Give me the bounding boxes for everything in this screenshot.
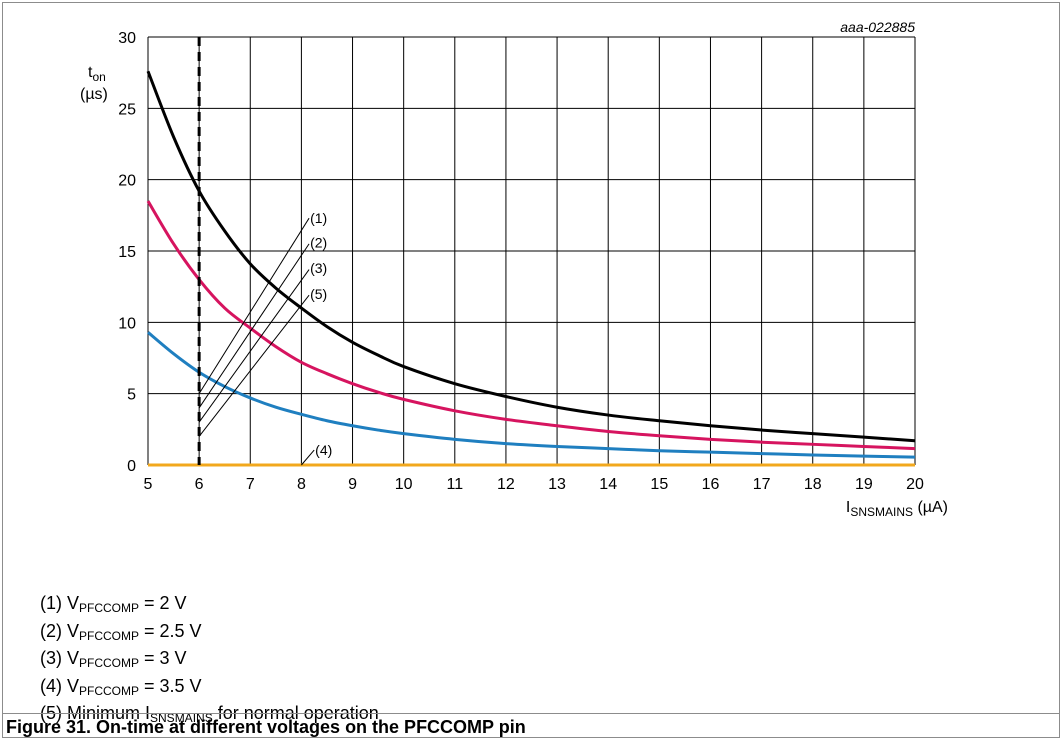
y-axis-label-sub: on bbox=[92, 70, 105, 84]
x-tick-label: 15 bbox=[650, 476, 668, 493]
x-tick-label: 18 bbox=[804, 476, 822, 493]
x-tick-label: 9 bbox=[348, 476, 357, 493]
legend-item-4-text: (4) V bbox=[40, 675, 80, 696]
legend-item-4-sub: PFCCOMP bbox=[79, 683, 140, 698]
x-axis-label-sub: SNSMAINS bbox=[850, 505, 913, 519]
legend-item-2: (2) VPFCCOMP = 2.5 V bbox=[40, 619, 379, 647]
legend: (1) VPFCCOMP = 2 V (2) VPFCCOMP = 2.5 V … bbox=[40, 591, 379, 729]
y-tick-label: 0 bbox=[127, 458, 136, 475]
x-axis-label-main: I bbox=[846, 499, 850, 516]
annotation-leader-(5) bbox=[198, 294, 310, 437]
legend-item-1: (1) VPFCCOMP = 2 V bbox=[40, 591, 379, 619]
legend-item-3-sub: PFCCOMP bbox=[79, 656, 140, 670]
series-line-2 bbox=[146, 200, 916, 451]
y-axis-unit: (µs) bbox=[80, 86, 108, 103]
annotation-leader-(3) bbox=[198, 269, 310, 423]
annotation-label: (4) bbox=[315, 442, 332, 458]
y-tick-label: 25 bbox=[118, 101, 136, 118]
legend-item-4: (4) VPFCCOMP = 3.5 V bbox=[40, 674, 379, 702]
x-tick-label: 20 bbox=[906, 476, 924, 493]
annotation-label: (2) bbox=[310, 234, 327, 250]
x-axis-label: ISNSMAINS (µA) bbox=[846, 499, 948, 519]
legend-item-2-value: = 2.5 V bbox=[139, 620, 202, 641]
legend-item-1-value: = 2 V bbox=[139, 593, 187, 613]
x-tick-label: 16 bbox=[702, 476, 720, 493]
legend-item-2-text: (2) V bbox=[40, 620, 80, 641]
x-tick-label: 6 bbox=[195, 476, 204, 493]
legend-item-1-text: (1) V bbox=[40, 593, 80, 613]
legend-item-1-sub: PFCCOMP bbox=[79, 601, 140, 615]
annotation-label: (3) bbox=[310, 260, 327, 276]
y-tick-label: 30 bbox=[118, 30, 136, 47]
y-tick-label: 15 bbox=[118, 244, 136, 261]
y-tick-label: 10 bbox=[118, 315, 136, 332]
annotation-label: (1) bbox=[310, 210, 327, 226]
x-tick-label: 7 bbox=[246, 476, 255, 493]
y-axis-label-main: t bbox=[88, 64, 93, 81]
x-tick-label: 12 bbox=[497, 476, 515, 493]
series-line-1 bbox=[146, 70, 916, 443]
legend-item-3-text: (3) V bbox=[40, 648, 80, 668]
series-line-3 bbox=[147, 331, 916, 459]
x-tick-label: 14 bbox=[599, 476, 617, 493]
x-tick-label: 5 bbox=[144, 476, 153, 493]
legend-item-5-sub: SNSMAINS bbox=[150, 711, 213, 725]
y-tick-label: 20 bbox=[118, 173, 136, 190]
figure-code-label: aaa-022885 bbox=[840, 19, 915, 35]
annotation-leader-(4) bbox=[301, 449, 315, 466]
x-tick-label: 13 bbox=[548, 476, 566, 493]
annotations: (1) (2) (3) (5) (4) bbox=[198, 210, 332, 466]
x-tick-label: 8 bbox=[297, 476, 306, 493]
legend-item-4-value: = 3.5 V bbox=[139, 675, 202, 696]
figure-caption: Figure 31. On-time at different voltages… bbox=[6, 717, 526, 737]
annotation-leader-(2) bbox=[198, 243, 310, 409]
x-tick-label: 17 bbox=[753, 476, 771, 493]
x-tick-label: 10 bbox=[395, 476, 413, 493]
chart: (1) (2) (3) (5) (4) 5 6 7 8 9 10 11 12 13 14 15 16 17 18 1… bbox=[80, 19, 948, 519]
caption-divider bbox=[2, 713, 1060, 714]
curves bbox=[146, 37, 916, 467]
legend-item-2-sub: PFCCOMP bbox=[79, 628, 140, 643]
legend-item-3-value: = 3 V bbox=[139, 648, 187, 668]
y-tick-label: 5 bbox=[127, 387, 136, 404]
legend-item-3: (3) VPFCCOMP = 3 V bbox=[40, 646, 379, 674]
y-axis-label: ton bbox=[88, 64, 106, 84]
x-axis-label-unit: (µA) bbox=[913, 499, 948, 516]
annotation-label: (5) bbox=[310, 286, 327, 302]
annotation-leader-(1) bbox=[198, 217, 310, 394]
x-tick-label: 11 bbox=[446, 476, 463, 493]
x-tick-label: 19 bbox=[855, 476, 873, 493]
